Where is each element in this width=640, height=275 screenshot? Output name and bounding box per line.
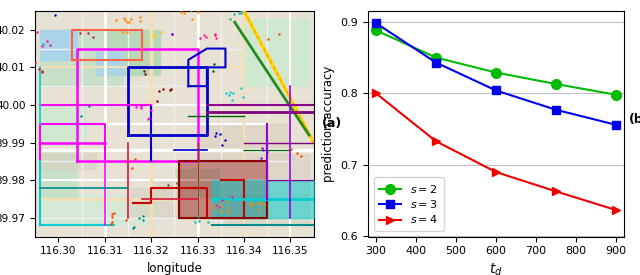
$s=4$ [552,190,560,193]
Bar [40,154,77,199]
$s=3$ [492,89,500,92]
Bar [40,30,124,86]
Bar [225,195,309,225]
Bar [151,180,198,199]
X-axis label: longitude: longitude [147,262,202,275]
$s=3$ [432,61,440,64]
Legend: $s=2$, $s=3$, $s=4$: $s=2$, $s=3$, $s=4$ [374,177,444,231]
$s=3$ [372,21,380,25]
$s=2$ [432,56,440,59]
Line: $s=3$: $s=3$ [372,19,620,129]
$s=4$ [612,208,620,212]
Bar [267,154,309,199]
$s=4$ [372,92,380,95]
Bar [105,30,161,75]
$s=2$ [612,93,620,97]
Y-axis label: prediction accuracy: prediction accuracy [322,65,335,182]
Line: $s=2$: $s=2$ [371,26,621,100]
Text: (a): (a) [322,117,342,130]
Bar [95,52,124,75]
Bar [244,18,309,86]
$s=4$ [492,170,500,174]
X-axis label: $t_d$: $t_d$ [489,262,503,275]
$s=3$ [552,108,560,111]
Text: (b): (b) [629,113,640,126]
Bar [174,169,221,199]
Bar [128,188,198,218]
Bar [40,30,77,60]
$s=4$ [432,140,440,143]
Bar [40,150,95,169]
Bar [198,124,291,161]
Line: $s=4$: $s=4$ [372,89,620,214]
$s=2$ [372,29,380,32]
$s=3$ [612,123,620,126]
$s=2$ [492,71,500,74]
$s=2$ [552,82,560,86]
Bar [40,105,86,142]
Bar [40,195,156,225]
Bar [244,188,309,225]
